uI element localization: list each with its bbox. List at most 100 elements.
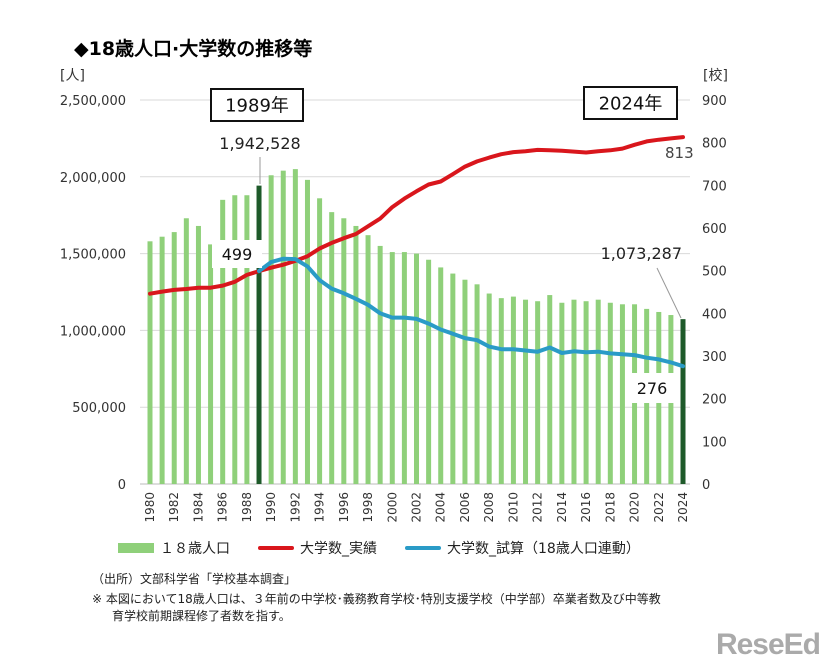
bar-2012 (535, 301, 541, 484)
left-tick-label: 0 (118, 478, 126, 493)
footnote-line2: 育学校前期課程修了者数を指す。 (112, 609, 291, 623)
legend-label: １８歳人口 (160, 541, 230, 557)
bar-1984 (195, 225, 201, 484)
bar-2024 (680, 319, 686, 484)
right-tick-label: 200 (702, 393, 727, 408)
x-tick-label: 2008 (482, 492, 496, 523)
source-note: （出所）文部科学省「学校基本調査」 (92, 572, 297, 586)
bar-1991 (280, 170, 286, 484)
x-tick-label: 2020 (628, 492, 642, 523)
bar-2014 (559, 302, 565, 484)
bar-2003 (426, 259, 432, 484)
bar-1989 (256, 185, 262, 485)
right-tick-label: 600 (702, 222, 727, 237)
bar-2013 (547, 295, 553, 484)
left-tick-label: 1,500,000 (60, 248, 126, 263)
bar-2008 (486, 293, 492, 484)
legend-item-population: １８歳人口 (118, 538, 230, 558)
x-tick-label: 2006 (458, 492, 472, 523)
bar-1999 (377, 245, 383, 484)
leader-2024 (656, 267, 682, 319)
bar-1998 (365, 235, 371, 484)
left-tick-label: 2,500,000 (60, 94, 126, 109)
bar-1995 (329, 212, 335, 485)
x-tick-label: 2024 (676, 492, 690, 523)
x-tick-label: 1992 (288, 492, 302, 523)
right-tick-label: 100 (702, 435, 727, 450)
legend: １８歳人口 大学数_実績 大学数_試算（18歳人口連動） (118, 538, 640, 558)
x-tick-label: 1988 (240, 492, 254, 523)
right-tick-label: 900 (702, 94, 727, 109)
bar-1981 (159, 236, 165, 484)
bar-1992 (292, 169, 298, 484)
bar-2019 (619, 304, 625, 484)
right-axis-unit: [校] (703, 67, 728, 84)
bar-2017 (595, 299, 601, 484)
bar-1986 (220, 199, 226, 484)
legend-swatch-bar (118, 543, 154, 553)
legend-item-trial: 大学数_試算（18歳人口連動） (405, 538, 640, 558)
bar-2004 (438, 267, 444, 484)
bar-2002 (414, 253, 419, 484)
bar-1982 (171, 232, 177, 484)
label-pop-2024: 1,073,287 (601, 244, 682, 263)
bar-1993 (304, 179, 310, 484)
bar-1980 (147, 241, 153, 484)
bar-2011 (523, 299, 529, 484)
x-tick-label: 2010 (506, 492, 520, 523)
footnote-line1: ※ 本図において18歳人口は、３年前の中学校･義務教育学校･特別支援学校（中学部… (92, 592, 661, 606)
label-univ-2024-trial: 276 (637, 379, 668, 398)
x-tick-label: 2012 (531, 492, 545, 523)
bar-2000 (389, 252, 395, 484)
left-tick-label: 500,000 (72, 401, 126, 416)
legend-item-actual: 大学数_実績 (258, 538, 377, 558)
bar-1997 (353, 225, 359, 484)
label-1989: 1989年 (225, 95, 289, 116)
bar-2005 (450, 273, 456, 484)
label-pop-1989: 1,942,528 (219, 134, 300, 153)
label-univ-1989: 499 (222, 245, 253, 264)
right-tick-label: 700 (702, 179, 727, 194)
line-actual (148, 135, 685, 296)
legend-label: 大学数_実績 (300, 541, 377, 557)
label-univ-1989-box (212, 240, 262, 268)
x-tick-label: 1982 (167, 492, 181, 523)
x-tick-label: 2016 (579, 492, 593, 523)
bar-2006 (462, 279, 468, 484)
right-tick-label: 500 (702, 265, 727, 280)
chart-svg: 0 500,000 1,000,000 1,500,000 2,000,000 2,500… (60, 67, 728, 523)
bar-2016 (583, 301, 589, 484)
bar-1985 (208, 244, 214, 484)
right-tick-label: 300 (702, 350, 727, 365)
legend-swatch-blue (405, 546, 441, 550)
bar-2007 (474, 284, 480, 484)
bar-1987 (232, 195, 238, 484)
bar-2010 (510, 296, 516, 484)
x-tick-label: 1984 (191, 492, 205, 523)
bar-1994 (317, 198, 323, 484)
right-tick-label: 400 (702, 307, 727, 322)
right-tick-label: 0 (702, 478, 710, 493)
label-2024: 2024年 (599, 93, 663, 114)
bar-1988 (244, 195, 250, 484)
bar-2009 (498, 298, 504, 484)
x-tick-label: 1998 (361, 492, 375, 523)
x-tick-label: 2004 (434, 492, 448, 523)
chart-title: ◆18歳人口·大学数の推移等 (74, 38, 313, 60)
x-tick-label: 2018 (603, 492, 617, 523)
resed-logo: ReseEd (715, 628, 821, 661)
bar-1983 (183, 218, 189, 484)
label-univ-2024-actual: 813 (665, 144, 694, 162)
bar-2001 (401, 252, 407, 484)
label-1989-box (210, 88, 304, 122)
label-univ-2024-trial-box (629, 373, 675, 403)
x-tick-label: 2000 (385, 492, 399, 523)
x-tick-label: 1986 (216, 492, 230, 523)
x-tick-label: 2002 (410, 492, 424, 523)
legend-swatch-red (258, 546, 294, 550)
x-tick-label: 1980 (143, 492, 157, 523)
x-tick-label: 1996 (337, 492, 351, 523)
right-tick-label: 800 (702, 137, 727, 152)
x-tick-label: 1990 (264, 492, 278, 523)
